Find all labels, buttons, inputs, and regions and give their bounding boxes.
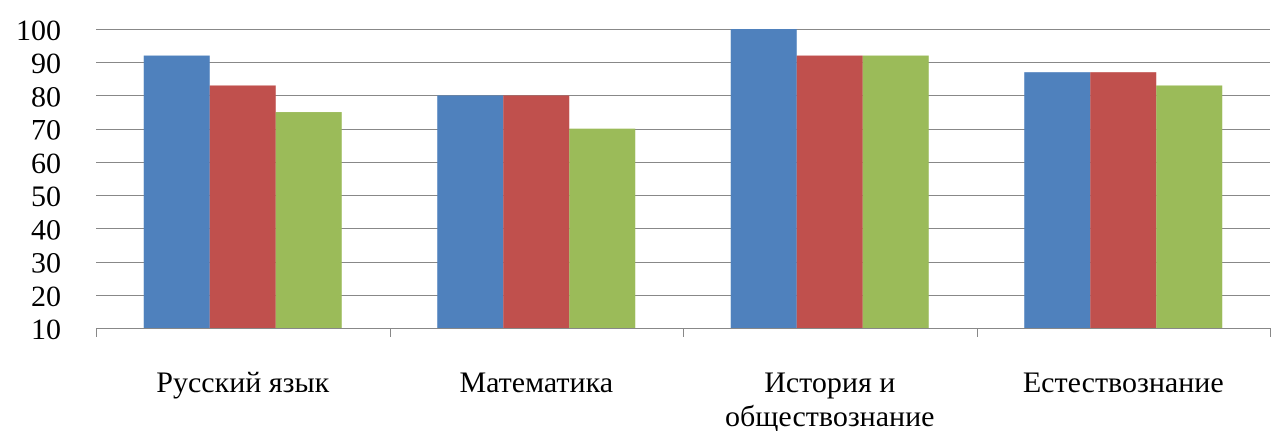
x-category-label: Русский язык xyxy=(156,366,329,399)
y-tick-label: 40 xyxy=(31,213,61,246)
x-axis-category-labels: Русский язык Математика История и обществоз… xyxy=(156,366,1223,431)
bar xyxy=(1090,72,1157,328)
x-category-label: Математика xyxy=(459,366,613,399)
x-category-label: История и обществознание xyxy=(725,366,934,431)
bar xyxy=(275,112,342,328)
y-tick-label: 90 xyxy=(31,47,61,80)
bar xyxy=(796,55,863,328)
y-tick-label: 50 xyxy=(31,180,61,213)
bar xyxy=(503,95,570,328)
bar xyxy=(209,85,276,328)
bar xyxy=(569,128,636,328)
bars xyxy=(143,29,1223,328)
x-category-label: Естествознание xyxy=(1023,366,1224,399)
y-tick-label: 30 xyxy=(31,247,61,280)
bar xyxy=(1156,85,1223,328)
bar xyxy=(730,29,797,328)
y-tick-label: 20 xyxy=(31,280,61,313)
y-tick-label: 80 xyxy=(31,80,61,113)
y-tick-label: 100 xyxy=(16,14,61,47)
bar xyxy=(143,55,210,328)
x-axis xyxy=(96,328,1271,337)
bar xyxy=(1024,72,1091,328)
y-tick-label: 70 xyxy=(31,114,61,147)
bar xyxy=(437,95,504,328)
bar xyxy=(862,55,929,328)
y-tick-label: 60 xyxy=(31,147,61,180)
y-tick-label: 10 xyxy=(31,313,61,346)
